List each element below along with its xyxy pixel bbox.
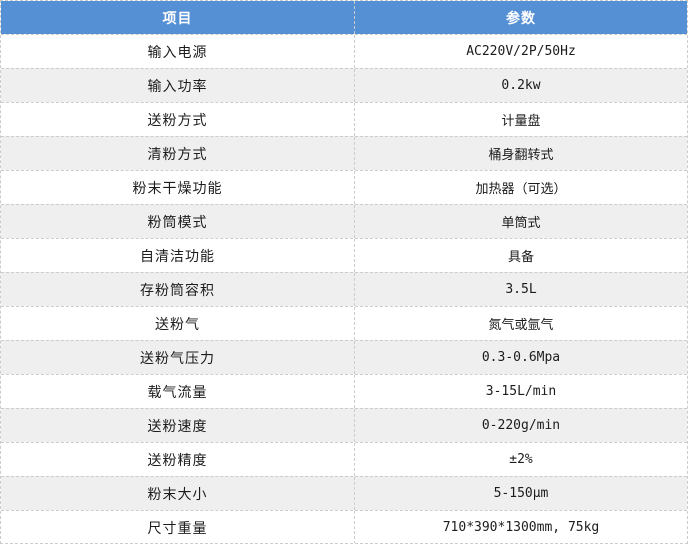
row-value: 0.3-0.6Mpa — [481, 350, 561, 365]
table-row: 送粉气压力 0.3-0.6Mpa — [1, 340, 687, 374]
table-row: 尺寸重量 710*390*1300mm, 75kg — [1, 510, 687, 543]
table-row: 自清洁功能 具备 — [1, 238, 687, 272]
row-value: 5-150μm — [493, 486, 549, 501]
table-row: 输入功率 0.2kw — [1, 68, 687, 102]
row-value: 具备 — [507, 250, 534, 265]
row-label: 送粉方式 — [1, 103, 355, 136]
row-value: 0.2kw — [501, 78, 541, 93]
row-label: 送粉气压力 — [1, 341, 355, 374]
table-row: 粉筒模式 单筒式 — [1, 204, 687, 238]
table-row: 载气流量 3-15L/min — [1, 374, 687, 408]
row-label: 送粉气 — [1, 307, 355, 340]
row-value: 氮气或氩气 — [488, 318, 554, 333]
row-value: 计量盘 — [501, 114, 541, 129]
row-value: 3.5L — [505, 282, 537, 297]
header-cell-item: 项目 — [1, 1, 355, 34]
table-row: 送粉方式 计量盘 — [1, 102, 687, 136]
header-cell-param: 参数 — [506, 9, 536, 26]
row-label: 输入电源 — [1, 35, 355, 68]
row-label: 粉末大小 — [1, 477, 355, 510]
row-value: 3-15L/min — [485, 384, 557, 399]
table-body: 输入电源 AC220V/2P/50Hz 输入功率 0.2kw 送粉方式 计量盘 … — [1, 34, 687, 543]
row-value: 单筒式 — [501, 216, 541, 231]
table-header-row: 项目 参数 — [1, 1, 687, 34]
row-value: 710*390*1300mm, 75kg — [442, 520, 600, 535]
table-row: 存粉筒容积 3.5L — [1, 272, 687, 306]
row-value: 0-220g/min — [481, 418, 561, 433]
table-row: 送粉精度 ±2% — [1, 442, 687, 476]
row-label: 输入功率 — [1, 69, 355, 102]
table-row: 送粉速度 0-220g/min — [1, 408, 687, 442]
row-label: 尺寸重量 — [1, 511, 355, 543]
table-row: 粉末干燥功能 加热器（可选） — [1, 170, 687, 204]
row-label: 送粉速度 — [1, 409, 355, 442]
row-label: 清粉方式 — [1, 137, 355, 170]
row-label: 粉筒模式 — [1, 205, 355, 238]
row-value: AC220V/2P/50Hz — [466, 44, 576, 59]
table-row: 送粉气 氮气或氩气 — [1, 306, 687, 340]
row-label: 自清洁功能 — [1, 239, 355, 272]
row-value: ±2% — [509, 452, 533, 467]
row-label: 送粉精度 — [1, 443, 355, 476]
row-value: 加热器（可选） — [475, 182, 567, 197]
row-value: 桶身翻转式 — [488, 148, 554, 163]
row-label: 粉末干燥功能 — [1, 171, 355, 204]
row-label: 存粉筒容积 — [1, 273, 355, 306]
table-row: 粉末大小 5-150μm — [1, 476, 687, 510]
table-row: 清粉方式 桶身翻转式 — [1, 136, 687, 170]
row-label: 载气流量 — [1, 375, 355, 408]
table-row: 输入电源 AC220V/2P/50Hz — [1, 34, 687, 68]
